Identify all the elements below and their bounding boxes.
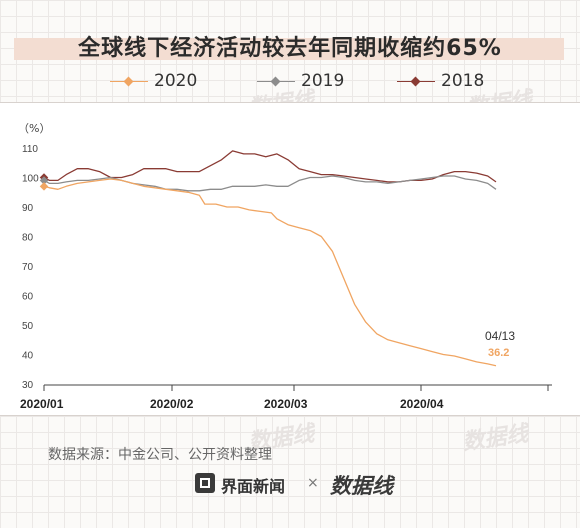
partner-logo: 数据线 <box>330 473 393 498</box>
series-start-marker-2019 <box>39 176 49 185</box>
y-tick-label: 110 <box>22 144 38 155</box>
x-tick-label: 2020/04 <box>400 397 444 411</box>
x-tick-label: 2020/01 <box>20 397 64 411</box>
y-tick-label: 70 <box>22 262 34 273</box>
y-tick-label: 80 <box>22 233 34 244</box>
x-axis-ticks: 2020/01 2020/02 2020/03 2020/04 <box>20 385 549 411</box>
title-highlight <box>14 38 564 60</box>
y-axis-ticks: 110 100 90 80 70 60 50 40 30 <box>22 144 39 391</box>
source-note: 数据来源：中金公司、公开资料整理 <box>48 447 272 463</box>
x-tick-label: 2020/02 <box>150 397 194 411</box>
legend-marker <box>123 76 134 87</box>
y-tick-label: 30 <box>22 380 34 391</box>
series-group <box>39 150 497 367</box>
y-tick-label: 100 <box>22 174 39 185</box>
chart-title: 全球线下经济活动较去年同期收缩约65% <box>78 36 502 61</box>
annotation-value: 36.2 <box>488 347 509 359</box>
y-tick-label: 60 <box>22 292 34 303</box>
series-line-2020 <box>43 178 497 367</box>
cross-separator: × <box>307 475 319 491</box>
jiemian-logo-icon <box>195 473 215 493</box>
legend: 2020 2019 2018 <box>0 70 580 94</box>
legend-label: 2018 <box>441 71 485 91</box>
y-tick-label: 90 <box>22 203 34 214</box>
chart-panel: （%） 110 100 90 80 70 60 50 40 30 2020/01 2020/02 2… <box>0 102 580 416</box>
y-tick-label: 40 <box>22 351 34 362</box>
brand-name: 界面新闻 <box>221 477 286 496</box>
legend-marker <box>270 76 281 87</box>
annotation-date: 04/13 <box>485 329 515 343</box>
series-line-2019 <box>43 175 497 192</box>
legend-label: 2020 <box>154 71 198 91</box>
series-start-marker-2020 <box>39 182 49 191</box>
footer-branding: 界面新闻 × 数据线 <box>0 470 580 498</box>
y-tick-label: 50 <box>22 321 34 332</box>
y-axis-unit: （%） <box>18 122 50 135</box>
legend-label: 2019 <box>301 71 345 91</box>
legend-marker <box>410 76 421 87</box>
x-tick-label: 2020/03 <box>264 397 308 411</box>
